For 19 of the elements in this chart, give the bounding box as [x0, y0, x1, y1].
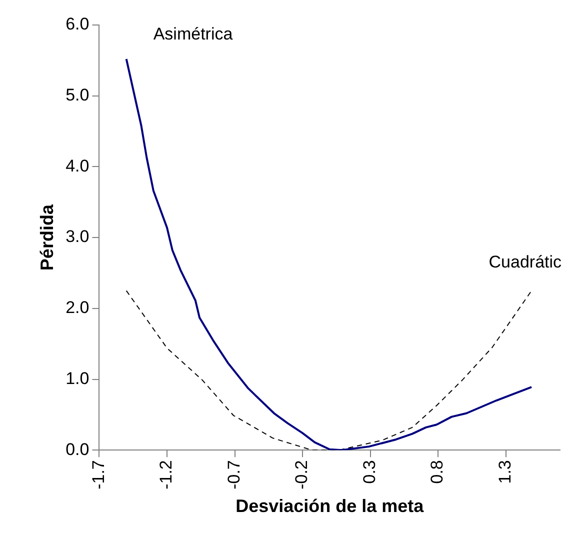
y-tick-label: 3.0	[66, 227, 90, 246]
x-axis-title: Desviación de la meta	[236, 496, 425, 516]
x-tick-label: 0.3	[360, 460, 379, 484]
y-tick-label: 6.0	[66, 14, 90, 34]
x-tick-label: 0.8	[428, 460, 447, 484]
x-tick-label: -0.7	[224, 460, 244, 490]
y-tick-label: 2.0	[66, 298, 90, 318]
x-tick-label: 1.3	[495, 460, 514, 484]
y-axis-title: Pérdida	[36, 204, 57, 271]
line-series	[126, 290, 532, 450]
series-label: Asimétrica	[153, 24, 234, 44]
x-tick-label: -1.2	[156, 460, 176, 490]
y-tick-label: 4.0	[66, 156, 90, 176]
x-tick-label: -1.7	[88, 460, 108, 490]
x-tick-label: -0.2	[292, 460, 312, 490]
y-tick-label: 1.0	[66, 368, 90, 388]
y-tick-label: 5.0	[66, 86, 90, 105]
y-tick-label: 0.0	[66, 440, 90, 459]
series-label: Cuadrátic	[488, 252, 562, 272]
